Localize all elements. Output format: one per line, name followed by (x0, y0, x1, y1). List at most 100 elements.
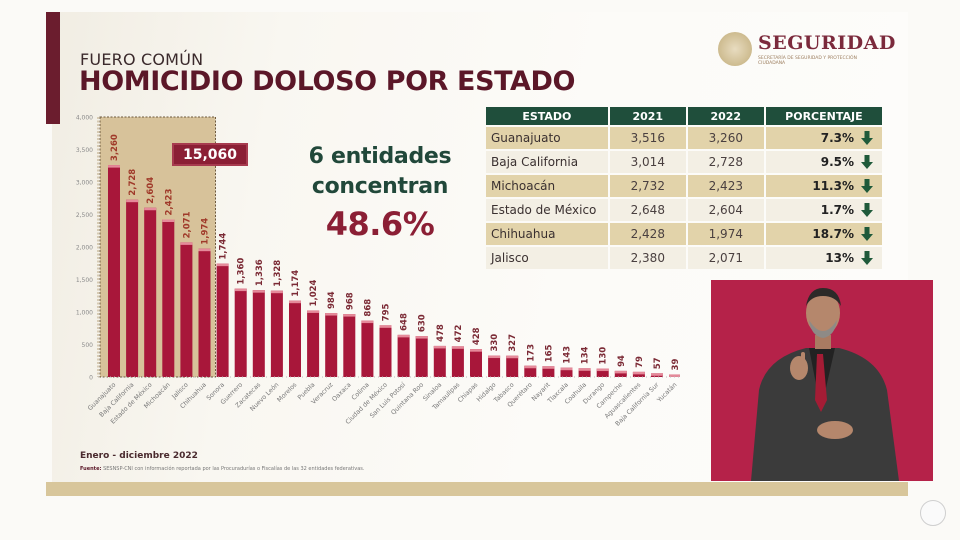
cell-2021: 3,014 (609, 151, 686, 173)
value-label: 3,260 (110, 134, 120, 161)
arrow-down-icon (861, 203, 873, 218)
value-label: 94 (617, 355, 627, 367)
bar-cap (361, 320, 374, 324)
table-row: Baja California 3,014 2,728 9.5% (486, 151, 882, 173)
states-table: ESTADO 2021 2022 PORCENTAJE Guanajuato 3,… (484, 105, 884, 271)
value-label: 143 (563, 346, 573, 364)
value-label: 1,174 (291, 270, 301, 297)
cell-2022: 2,604 (687, 199, 764, 221)
bar-cap (289, 300, 301, 304)
interpreter-jacket (751, 348, 899, 481)
table-row: Jalisco 2,380 2,071 13% (486, 247, 882, 269)
bar-cap (470, 349, 482, 352)
table-row: Michoacán 2,732 2,423 11.3% (486, 175, 882, 197)
bar-cap (578, 368, 591, 371)
bar-cap (632, 371, 645, 375)
bar (108, 165, 120, 377)
bar-cap (343, 314, 356, 317)
y-tick-label: 0 (89, 375, 93, 382)
bar-cap (379, 325, 392, 328)
bar-cap (270, 290, 283, 294)
cell-estado: Guanajuato (486, 127, 608, 149)
value-labels: 3,260 2,728 2,604 2,423 2,071 1,974 1,744 1,360… (110, 134, 680, 370)
value-label: 330 (490, 334, 500, 352)
x-tick-label: Chiapas (457, 381, 480, 404)
bar (198, 248, 211, 377)
bar (632, 371, 645, 377)
bar (325, 313, 338, 377)
bar-cap (126, 199, 139, 203)
value-label: 968 (345, 292, 355, 310)
table-row: Estado de México 2,648 2,604 1.7% (486, 199, 882, 221)
bar (415, 336, 428, 377)
bar-cap (307, 310, 320, 313)
percent-value: 9.5% (820, 154, 854, 169)
bar-cap (506, 355, 519, 359)
bar (470, 349, 482, 377)
percent-value: 11.3% (812, 178, 854, 193)
bar (216, 263, 229, 377)
bar-cap (560, 367, 573, 371)
bar-cap (669, 374, 680, 377)
bar (397, 334, 410, 377)
col-porcentaje: PORCENTAJE (765, 107, 882, 125)
value-label: 1,328 (273, 260, 283, 287)
bar (614, 370, 627, 377)
cell-2022: 2,071 (687, 247, 764, 269)
arrow-down-icon (861, 251, 873, 266)
arrow-down-icon (861, 131, 873, 146)
bar-cap (451, 346, 464, 349)
bar-cap (198, 248, 211, 252)
cell-estado: Michoacán (486, 175, 608, 197)
source-label: Fuente: (80, 466, 102, 472)
value-label: 173 (526, 344, 536, 362)
bar-cap (651, 373, 663, 376)
interpreter-hand-lower (817, 421, 853, 439)
y-tick-label: 3,500 (76, 147, 93, 154)
cell-2022: 2,423 (687, 175, 764, 197)
bar (270, 290, 283, 377)
value-label: 134 (581, 346, 591, 364)
arrow-down-icon (861, 155, 873, 170)
cell-2021: 2,648 (609, 199, 686, 221)
value-label: 472 (454, 324, 464, 342)
interpreter-hand-raised (790, 356, 808, 380)
value-label: 57 (653, 357, 663, 369)
bar-cap (144, 207, 157, 211)
bottom-accent-bar (46, 482, 908, 496)
interpreter-figure (751, 288, 899, 481)
bar-cap (108, 165, 120, 168)
bar (289, 300, 301, 377)
col-2021: 2021 (609, 107, 686, 125)
bar (180, 242, 193, 377)
cell-2021: 2,380 (609, 247, 686, 269)
seguridad-logo: SEGURIDAD SECRETARÍA DE SEGURIDAD Y PROT… (718, 30, 895, 70)
cell-estado: Jalisco (486, 247, 608, 269)
percent-value: 7.3% (820, 130, 854, 145)
bar-cap (433, 345, 446, 349)
cell-porcentaje: 9.5% (765, 151, 882, 173)
bar (361, 320, 374, 377)
y-tick-label: 2,000 (76, 245, 93, 252)
y-tick-label: 1,000 (76, 310, 93, 317)
bar (506, 355, 519, 377)
bar-cap (325, 313, 338, 316)
cell-estado: Estado de México (486, 199, 608, 221)
bar-cap (162, 219, 175, 223)
value-label: 1,024 (309, 279, 319, 306)
bar (433, 345, 446, 377)
y-tick-label: 4,000 (76, 115, 93, 122)
bar (578, 368, 591, 377)
value-label: 2,728 (128, 169, 138, 196)
value-label: 2,423 (164, 189, 174, 216)
value-label: 130 (599, 347, 609, 365)
bars (98, 165, 680, 378)
sign-language-interpreter-video (711, 280, 933, 481)
bar-cap (488, 355, 501, 359)
source-text: SESNSP-CNI con información reportada por… (103, 466, 365, 472)
interpreter-tie (815, 354, 827, 412)
headline: 6 entidades concentran 48.6% (290, 142, 470, 246)
table-row: Guanajuato 3,516 3,260 7.3% (486, 127, 882, 149)
value-label: 79 (635, 356, 645, 368)
